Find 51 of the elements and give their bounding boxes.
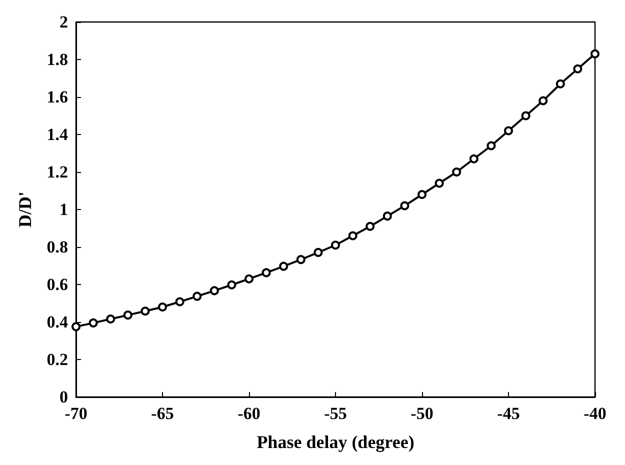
x-tick-label: -55: [324, 404, 347, 423]
y-tick-label: 1.2: [46, 162, 68, 182]
x-axis-title: Phase delay (degree): [256, 432, 414, 452]
point: [452, 168, 462, 176]
y-tick-label: 1.6: [46, 88, 68, 106]
point: [418, 190, 426, 199]
y-tick-label: 1.8: [46, 50, 68, 69]
point: [210, 286, 219, 296]
point: [227, 280, 236, 290]
point: [175, 297, 184, 306]
point: [469, 154, 478, 164]
point: [573, 64, 582, 74]
x-tick-label: -45: [497, 404, 520, 423]
point: [262, 268, 271, 278]
y-axis-title: D/D': [15, 192, 35, 228]
point: [72, 322, 80, 332]
point: [366, 222, 375, 231]
y-tick-label: 0: [60, 388, 68, 406]
y-tick-label: 0.4: [46, 312, 68, 332]
point: [434, 178, 444, 188]
y-tick-label: 1.4: [46, 125, 68, 144]
point: [504, 126, 513, 136]
point: [279, 262, 288, 271]
point: [400, 201, 410, 210]
x-tick-label: -65: [151, 404, 174, 423]
point: [538, 96, 548, 106]
point: [140, 306, 150, 316]
y-tick-label: 0.8: [46, 238, 68, 256]
point: [123, 310, 132, 320]
point: [192, 292, 202, 301]
x-tick-label: -70: [64, 404, 88, 423]
point: [314, 248, 323, 257]
point: [590, 49, 600, 58]
y-tick-label: 2: [60, 12, 68, 32]
point: [106, 314, 116, 324]
point: [88, 318, 98, 328]
point: [158, 302, 167, 312]
point: [556, 79, 565, 88]
y-tick-label: 0.2: [46, 350, 68, 369]
point: [348, 231, 358, 240]
y-tick-label: 1: [60, 200, 68, 219]
point: [244, 274, 254, 284]
point: [382, 212, 392, 221]
x-tick-label: -50: [410, 404, 434, 423]
x-tick-label: -60: [238, 404, 260, 423]
x-tick-label: -40: [584, 404, 606, 423]
point: [296, 255, 306, 264]
point: [521, 111, 530, 120]
y-tick-label: 0.6: [46, 275, 68, 294]
point: [486, 141, 496, 150]
point: [331, 240, 340, 250]
